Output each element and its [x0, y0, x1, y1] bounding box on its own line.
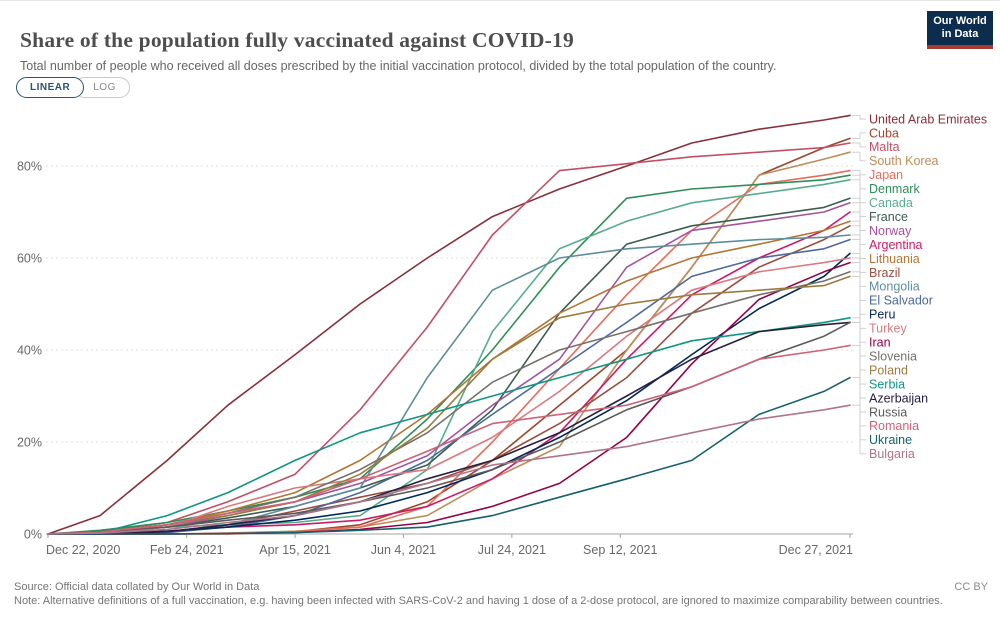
x-axis-label-6: Dec 27, 2021 — [779, 543, 853, 557]
owid-logo-line2: in Data — [941, 28, 979, 40]
legend-leader-malta — [852, 142, 866, 148]
series-label-united-arab-emirates[interactable]: United Arab Emirates — [869, 112, 987, 126]
y-axis-label-0: 0% — [24, 528, 42, 542]
series-label-poland[interactable]: Poland — [869, 363, 908, 377]
y-axis-label-60: 60% — [17, 252, 42, 266]
x-axis-label-1: Feb 24, 2021 — [150, 543, 224, 557]
x-axis-label-4: Jul 24, 2021 — [478, 543, 546, 557]
series-line-slovenia[interactable] — [47, 270, 851, 535]
series-label-norway[interactable]: Norway — [869, 224, 912, 238]
chart-subtitle: Total number of people who received all … — [20, 58, 777, 73]
series-label-brazil[interactable]: Brazil — [869, 266, 900, 280]
page-title: Share of the population fully vaccinated… — [20, 28, 574, 53]
x-axis-label-0: Dec 22, 2020 — [46, 543, 120, 557]
legend-leader-united-arab-emirates — [852, 114, 866, 120]
series-line-el-salvador[interactable] — [47, 238, 851, 535]
series-label-peru[interactable]: Peru — [869, 308, 895, 322]
y-axis-label-80: 80% — [17, 160, 42, 174]
legend-leader-bulgaria — [852, 404, 866, 455]
legend-leader-japan — [852, 170, 866, 176]
legend-leader-romania — [852, 344, 866, 427]
owid-logo[interactable]: Our World in Data — [927, 11, 993, 49]
legend-leader-ukraine — [852, 377, 866, 441]
owid-logo-line1: Our World — [933, 15, 987, 27]
x-axis-label-5: Sep 12, 2021 — [583, 543, 657, 557]
legend-leader-denmark — [852, 174, 866, 190]
scale-toggle: LINEAR LOG — [16, 77, 130, 98]
series-label-france[interactable]: France — [869, 210, 908, 224]
series-label-malta[interactable]: Malta — [869, 140, 900, 154]
series-label-mongolia[interactable]: Mongolia — [869, 280, 920, 294]
series-line-russia[interactable] — [47, 321, 851, 535]
series-label-japan[interactable]: Japan — [869, 168, 903, 182]
series-label-el-salvador[interactable]: El Salvador — [869, 294, 933, 308]
series-label-romania[interactable]: Romania — [869, 419, 919, 433]
series-label-argentina[interactable]: Argentina — [869, 238, 923, 252]
series-label-turkey[interactable]: Turkey — [869, 322, 907, 336]
series-label-canada[interactable]: Canada — [869, 196, 913, 210]
legend-leader-serbia — [852, 317, 866, 385]
linear-scale-button[interactable]: LINEAR — [16, 77, 85, 98]
log-scale-button[interactable]: LOG — [74, 77, 130, 98]
series-line-bulgaria[interactable] — [47, 404, 851, 535]
series-line-canada[interactable] — [47, 179, 851, 535]
series-label-serbia[interactable]: Serbia — [869, 377, 905, 391]
series-line-ukraine[interactable] — [47, 376, 851, 535]
series-line-malta[interactable] — [47, 142, 851, 535]
x-axis-label-2: Apr 15, 2021 — [259, 543, 331, 557]
legend-leader-mongolia — [852, 234, 866, 287]
note-text: Note: Alternative definitions of a full … — [14, 595, 943, 607]
series-line-poland[interactable] — [47, 275, 851, 535]
legend-leader-south-korea — [852, 151, 866, 162]
cc-by-license-link[interactable]: CC BY — [954, 581, 988, 593]
legend-leader-france — [852, 197, 866, 218]
series-label-ukraine[interactable]: Ukraine — [869, 433, 912, 447]
series-line-united-arab-emirates[interactable] — [47, 114, 851, 535]
legend-leader-brazil — [852, 225, 866, 273]
series-line-france[interactable] — [47, 197, 851, 535]
series-label-bulgaria[interactable]: Bulgaria — [869, 447, 915, 461]
series-label-cuba[interactable]: Cuba — [869, 126, 899, 140]
series-line-azerbaijan[interactable] — [47, 321, 851, 535]
source-text: Source: Official data collated by Our Wo… — [14, 581, 260, 593]
series-label-slovenia[interactable]: Slovenia — [869, 349, 917, 363]
x-axis-label-3: Jun 4, 2021 — [371, 543, 436, 557]
series-label-iran[interactable]: Iran — [869, 336, 891, 350]
legend-leader-azerbaijan — [852, 321, 866, 399]
legend-leader-el-salvador — [852, 239, 866, 301]
series-line-denmark[interactable] — [47, 174, 851, 535]
series-label-denmark[interactable]: Denmark — [869, 182, 920, 196]
legend-leader-cuba — [852, 132, 866, 139]
series-line-romania[interactable] — [47, 344, 851, 535]
y-axis-label-40: 40% — [17, 344, 42, 358]
legend-leader-russia — [852, 321, 866, 413]
series-line-serbia[interactable] — [47, 316, 851, 535]
series-label-south-korea[interactable]: South Korea — [869, 154, 939, 168]
series-label-azerbaijan[interactable]: Azerbaijan — [869, 391, 928, 405]
y-axis-label-20: 20% — [17, 436, 42, 450]
legend-leader-iran — [852, 262, 866, 343]
series-label-russia[interactable]: Russia — [869, 405, 907, 419]
legend-leader-canada — [852, 179, 866, 204]
series-label-lithuania[interactable]: Lithuania — [869, 252, 920, 266]
